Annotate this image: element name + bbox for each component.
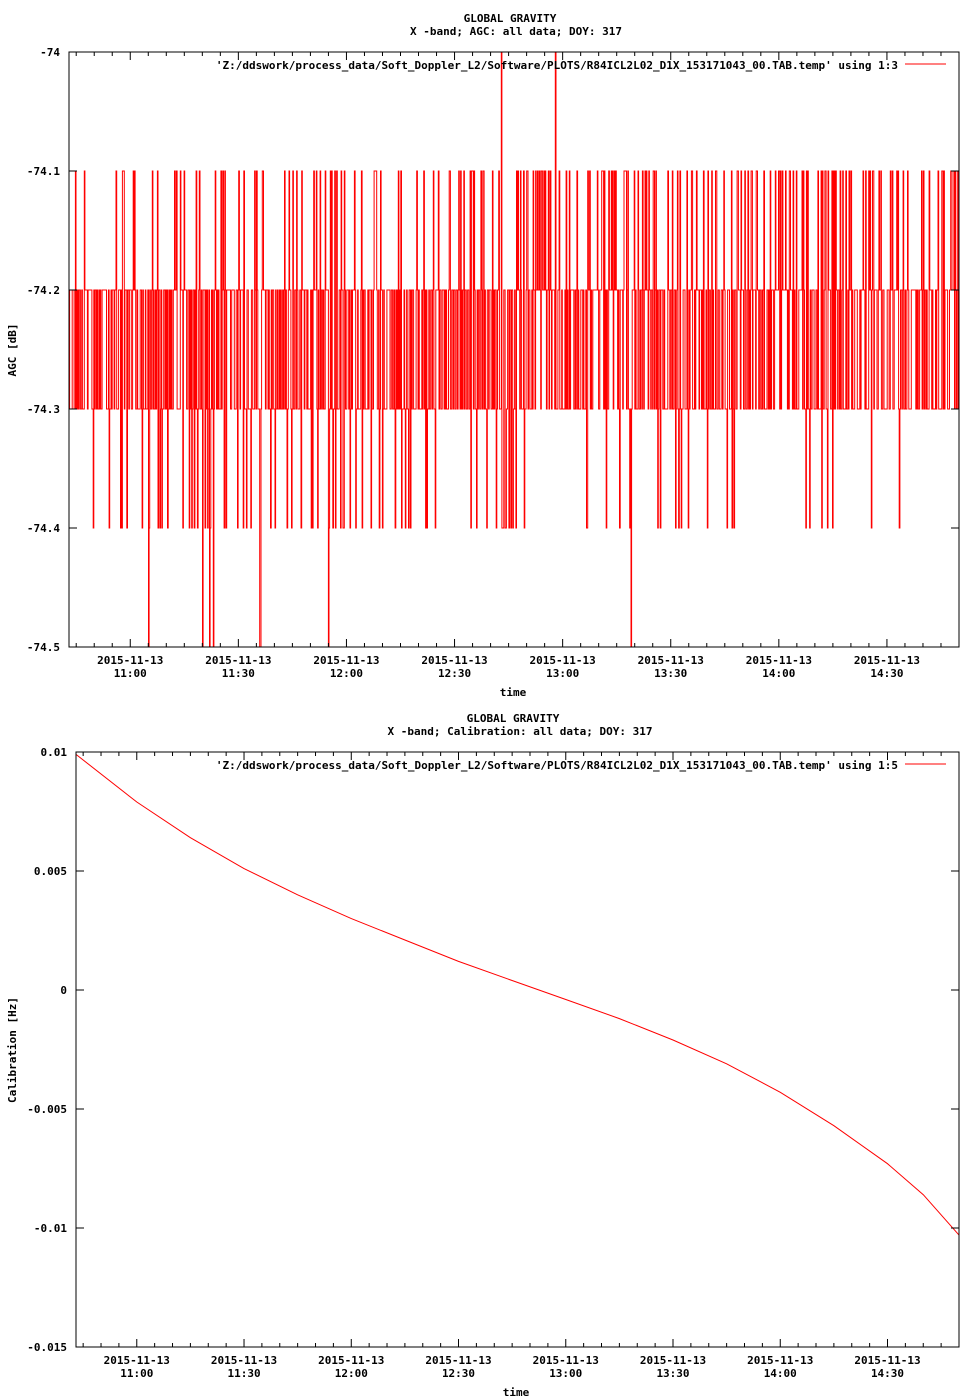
legend-label: 'Z:/ddswork/process_data/Soft_Doppler_L2… [216, 59, 898, 72]
chart-title: GLOBAL GRAVITY [467, 712, 560, 725]
y-tick-label: -74.5 [27, 641, 60, 654]
x-tick-time: 11:00 [114, 667, 147, 680]
x-tick-time: 14:00 [764, 1367, 797, 1380]
legend-label: 'Z:/ddswork/process_data/Soft_Doppler_L2… [216, 759, 898, 772]
x-axis-label: time [503, 1386, 530, 1399]
calibration-series [75, 754, 960, 1236]
x-tick-time: 13:00 [546, 667, 579, 680]
y-tick-label: -74.4 [27, 522, 60, 535]
x-tick-time: 12:30 [438, 667, 471, 680]
y-axis-label: Calibration [Hz] [6, 997, 19, 1103]
x-tick-date: 2015-11-13 [421, 654, 487, 667]
x-tick-time: 12:00 [330, 667, 363, 680]
chart-subtitle: X -band; AGC: all data; DOY: 317 [410, 25, 622, 38]
y-tick-label: 0.005 [34, 865, 67, 878]
x-tick-time: 11:30 [227, 1367, 260, 1380]
y-tick-label: -74.1 [27, 165, 60, 178]
x-tick-time: 12:00 [335, 1367, 368, 1380]
agc-series [69, 51, 959, 648]
y-tick-label: -74.3 [27, 403, 60, 416]
x-tick-date: 2015-11-13 [97, 654, 163, 667]
y-tick-label: -74.2 [27, 284, 60, 297]
x-tick-time: 11:00 [120, 1367, 153, 1380]
chart-subtitle: X -band; Calibration: all data; DOY: 317 [388, 725, 653, 738]
x-tick-date: 2015-11-13 [425, 1354, 491, 1367]
x-tick-date: 2015-11-13 [854, 1354, 920, 1367]
legend: 'Z:/ddswork/process_data/Soft_Doppler_L2… [216, 59, 946, 72]
y-tick-label: 0 [60, 984, 67, 997]
legend: 'Z:/ddswork/process_data/Soft_Doppler_L2… [216, 759, 946, 772]
y-tick-label: 0.01 [41, 746, 68, 759]
x-tick-date: 2015-11-13 [640, 1354, 706, 1367]
x-tick-date: 2015-11-13 [205, 654, 271, 667]
y-tick-label: -0.015 [27, 1341, 67, 1354]
y-axis-label: AGC [dB] [6, 324, 19, 377]
x-tick-time: 14:00 [762, 667, 795, 680]
calibration-chart: GLOBAL GRAVITY X -band; Calibration: all… [6, 712, 960, 1399]
x-tick-time: 13:00 [549, 1367, 582, 1380]
x-axis-label: time [500, 686, 527, 699]
agc-chart: GLOBAL GRAVITY X -band; AGC: all data; D… [6, 12, 960, 699]
x-tick-date: 2015-11-13 [104, 1354, 170, 1367]
x-tick-date: 2015-11-13 [318, 1354, 384, 1367]
x-tick-date: 2015-11-13 [747, 1354, 813, 1367]
agc-line [69, 51, 959, 648]
plot-frame [68, 51, 960, 648]
x-tick-date: 2015-11-13 [638, 654, 704, 667]
x-tick-date: 2015-11-13 [530, 654, 596, 667]
x-tick-date: 2015-11-13 [854, 654, 920, 667]
x-tick-time: 14:30 [871, 1367, 904, 1380]
y-tick-label: -0.005 [27, 1103, 67, 1116]
x-tick-time: 13:30 [654, 667, 687, 680]
x-tick-date: 2015-11-13 [313, 654, 379, 667]
y-tick-label: -0.01 [34, 1222, 67, 1235]
axes: 0.010.0050-0.005-0.01-0.0152015-11-1311:… [27, 746, 960, 1380]
x-tick-time: 11:30 [222, 667, 255, 680]
x-tick-date: 2015-11-13 [533, 1354, 599, 1367]
x-tick-date: 2015-11-13 [211, 1354, 277, 1367]
x-tick-date: 2015-11-13 [746, 654, 812, 667]
axes: -74-74.1-74.2-74.3-74.4-74.52015-11-1311… [27, 46, 960, 680]
y-tick-label: -74 [40, 46, 60, 59]
calibration-line [75, 754, 960, 1236]
x-tick-time: 14:30 [870, 667, 903, 680]
x-tick-time: 13:30 [656, 1367, 689, 1380]
plot-frame [75, 751, 960, 1348]
x-tick-time: 12:30 [442, 1367, 475, 1380]
chart-title: GLOBAL GRAVITY [464, 12, 557, 25]
